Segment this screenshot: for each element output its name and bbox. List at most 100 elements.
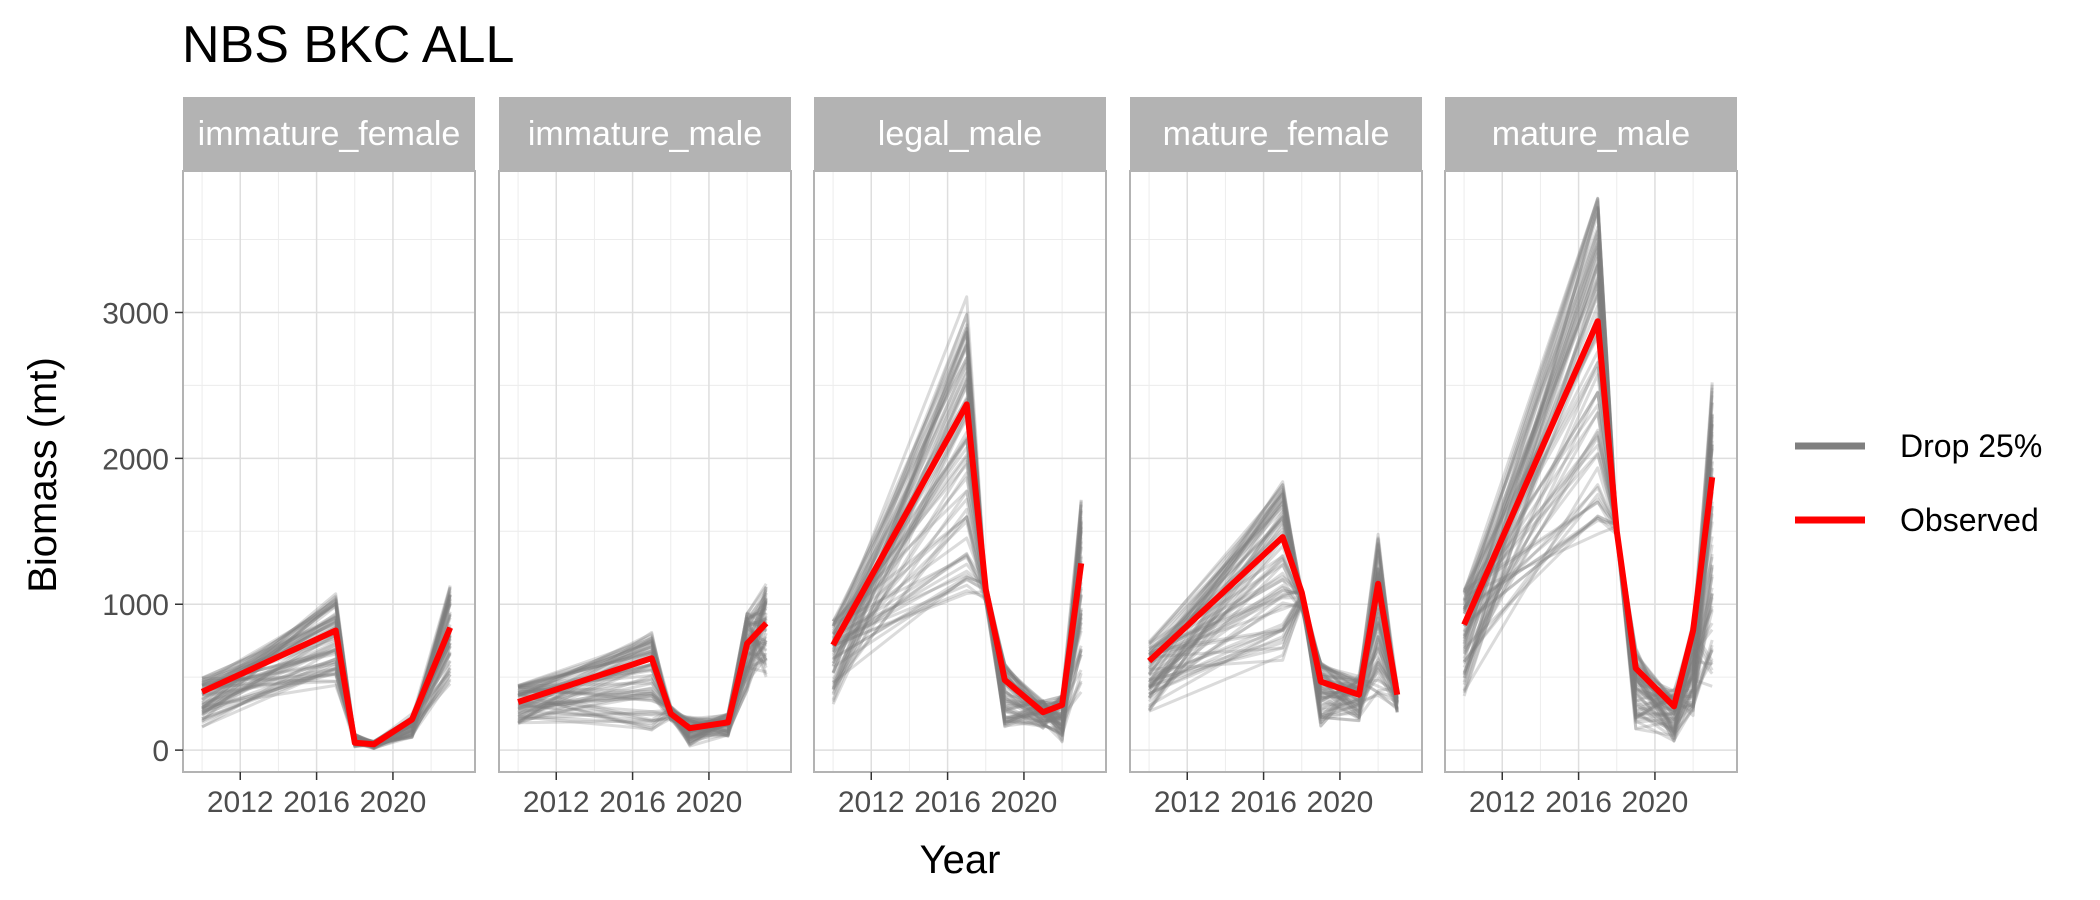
drop25-line	[1462, 483, 1714, 700]
drop25-line	[1462, 452, 1714, 707]
y-axis: 0 1000 2000 3000	[102, 297, 183, 768]
drop25-line	[1148, 597, 1399, 710]
legend: Drop 25% Observed	[1795, 428, 2042, 538]
drop25-line	[1462, 274, 1714, 713]
drop25-line	[1462, 435, 1713, 712]
drop25-line	[517, 622, 768, 734]
drop25-line	[831, 446, 1083, 734]
drop25-line	[831, 379, 1083, 719]
drop25-line	[831, 359, 1083, 724]
drop25-line	[1462, 238, 1714, 734]
x-tick-label: 2016	[599, 786, 666, 819]
drop25-line	[832, 525, 1083, 729]
drop25-line	[518, 601, 768, 735]
drop25-line	[1462, 391, 1714, 740]
drop25-line	[1147, 492, 1399, 722]
drop25-line	[831, 437, 1083, 724]
x-tick-label: 2016	[914, 786, 981, 819]
x-tick-label: 2012	[838, 786, 905, 819]
drop25-line	[1462, 440, 1714, 715]
drop25-line	[517, 620, 767, 734]
drop25-line	[1148, 549, 1399, 717]
panel-background	[183, 171, 475, 772]
drop25-line	[1148, 602, 1399, 710]
facet-strip-label: mature_male	[1492, 115, 1690, 153]
drop25-line	[831, 455, 1083, 733]
drop25-line	[1462, 283, 1714, 693]
drop25-line	[1462, 205, 1714, 717]
drop25-line	[1462, 197, 1714, 721]
panel-border	[1444, 170, 1738, 773]
drop25-line	[1147, 508, 1398, 719]
drop25-line	[831, 383, 1083, 738]
drop25-line	[1148, 558, 1399, 696]
drop25-line	[1462, 264, 1714, 742]
drop25-line	[1148, 573, 1399, 713]
legend-label: Observed	[1900, 502, 2039, 538]
drop25-line	[1463, 514, 1713, 710]
drop25-line	[1462, 256, 1714, 731]
drop25-line	[1462, 230, 1714, 703]
x-tick-label: 2012	[1154, 786, 1221, 819]
drop25-line	[517, 621, 768, 739]
drop25-line	[1148, 568, 1399, 715]
drop25-line	[832, 564, 1083, 744]
drop25-line	[1148, 572, 1399, 703]
facet-panel-immature_male: immature_male 2012 2016 2020	[498, 97, 792, 819]
drop25-line	[1463, 423, 1714, 712]
drop25-line	[1147, 521, 1399, 709]
facet-strip	[499, 97, 791, 171]
drop25-line	[1147, 486, 1399, 712]
observed-line	[517, 621, 769, 732]
drop25-line	[1148, 554, 1399, 704]
drop25-line	[831, 378, 1083, 741]
drop25-line	[1147, 501, 1399, 700]
x-tick-label: 2016	[1230, 786, 1297, 819]
drop25-line	[1148, 605, 1399, 694]
panel-background	[1130, 171, 1422, 772]
legend-label: Drop 25%	[1900, 428, 2042, 464]
drop25-line	[1147, 480, 1399, 699]
drop25-line	[1148, 527, 1399, 702]
drop25-line	[1148, 597, 1399, 711]
drop25-line	[1148, 594, 1399, 719]
drop25-line	[1148, 592, 1399, 712]
x-tick-label: 2012	[207, 786, 274, 819]
drop25-line	[517, 599, 768, 747]
drop25-line	[1462, 289, 1714, 722]
drop25-line	[517, 600, 768, 722]
drop25-line	[831, 398, 1083, 727]
drop25-line	[831, 342, 1083, 730]
x-axis-title: Year	[920, 838, 1001, 882]
drop25-line	[831, 471, 1083, 727]
facet-strip	[183, 97, 475, 171]
drop25-line	[1462, 245, 1714, 738]
drop25-line	[1147, 523, 1399, 713]
observed-line	[1461, 318, 1716, 710]
facet-strip-label: legal_male	[878, 115, 1042, 153]
drop25-line	[518, 612, 767, 724]
drop25-line	[517, 600, 768, 733]
drop25-line	[831, 367, 1083, 738]
drop25-line	[1148, 588, 1399, 704]
drop25-line	[1148, 537, 1399, 702]
drop25-line	[831, 438, 1083, 728]
drop25-line	[1148, 585, 1399, 717]
drop25-line	[1148, 590, 1398, 699]
drop25-line	[517, 620, 767, 744]
drop25-line	[1462, 304, 1714, 734]
facet-panel-mature_male: mature_male 2012 2016 2020	[1444, 97, 1738, 819]
y-tick-label: 1000	[102, 589, 169, 622]
drop25-line	[1147, 515, 1399, 712]
drop25-line	[1462, 278, 1714, 736]
drop25-line	[518, 626, 768, 734]
facet-strip	[814, 97, 1106, 171]
drop25-line	[832, 552, 1083, 736]
drop25-line	[517, 617, 767, 725]
panel-background	[814, 171, 1106, 772]
drop25-line	[1148, 563, 1399, 703]
drop25-line	[831, 343, 1083, 725]
drop25-line	[1462, 225, 1714, 704]
drop25-line	[1462, 264, 1714, 725]
y-tick-label: 0	[152, 735, 169, 768]
